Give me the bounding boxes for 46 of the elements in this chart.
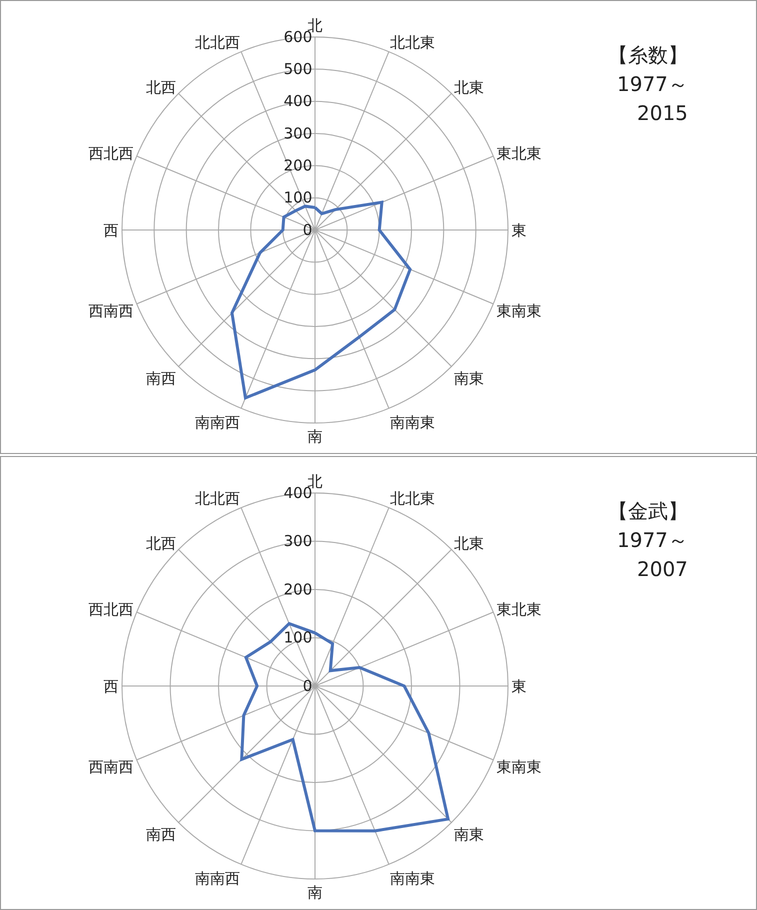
y-tick-label: 0 [302, 220, 312, 239]
spoke-label: 北北東 [390, 490, 436, 508]
spoke-label: 南東 [454, 369, 484, 388]
spoke-label: 東南東 [496, 302, 542, 320]
spoke-label: 西 [104, 677, 118, 696]
spoke-label: 東 [512, 221, 526, 240]
y-tick-label: 500 [284, 60, 312, 78]
spoke-label: 西北西 [88, 144, 134, 163]
spoke-label: 北西 [146, 78, 176, 97]
spoke-label: 北東 [454, 534, 484, 553]
y-tick-label: 300 [284, 532, 312, 550]
spoke-label: 南南西 [194, 413, 240, 432]
spoke-label: 南南東 [390, 869, 436, 888]
spoke-label: 南南西 [194, 869, 240, 888]
spoke-label: 東 [512, 677, 526, 696]
spoke-label: 西南西 [88, 302, 134, 320]
text: 【糸数】 [608, 43, 688, 67]
spoke-label: 西北西 [88, 600, 134, 619]
text: 1977～ [617, 528, 688, 552]
spoke-label: 南 [308, 428, 322, 446]
y-tick-label: 100 [284, 188, 312, 207]
spoke-label: 南西 [146, 369, 176, 388]
spoke-label: 東北東 [496, 144, 542, 163]
y-tick-label: 200 [284, 156, 312, 175]
spoke-label: 南西 [146, 825, 176, 844]
spoke-label: 東北東 [496, 600, 542, 619]
spoke-label: 北北東 [390, 34, 436, 52]
spoke-label: 南 [308, 884, 322, 902]
spoke-label: 北北西 [194, 490, 240, 508]
spoke-label: 南南東 [390, 413, 436, 432]
text: 1977～ [617, 72, 688, 96]
y-tick-label: 300 [284, 124, 312, 142]
spoke-label: 東南東 [496, 758, 542, 776]
spoke-label: 北北西 [194, 34, 240, 52]
y-tick-label: 0 [302, 676, 312, 695]
y-tick-label: 100 [284, 628, 312, 647]
spoke-label: 北西 [146, 534, 176, 553]
spoke-label: 南東 [454, 825, 484, 844]
text: 【金武】 [608, 499, 688, 523]
text: 2007 [637, 557, 688, 581]
spoke-label: 西 [104, 221, 118, 240]
y-tick-label: 200 [284, 580, 312, 598]
text: 2015 [637, 101, 688, 125]
spoke-label: 北東 [454, 78, 484, 97]
spoke-label: 西南西 [88, 758, 134, 776]
y-tick-label: 400 [284, 92, 312, 110]
